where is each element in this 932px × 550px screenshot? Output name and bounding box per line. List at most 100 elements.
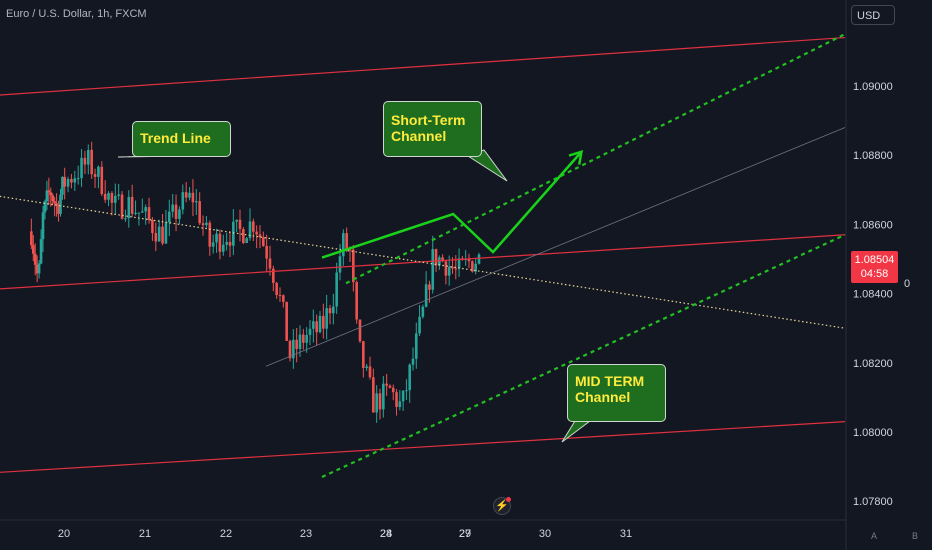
last-price: 1.08504 — [854, 254, 895, 266]
trend-line-callout: Trend Line — [132, 121, 231, 157]
candle-body — [147, 207, 151, 220]
auto-scale-button[interactable]: A — [871, 531, 878, 541]
candle-body — [70, 179, 73, 183]
candle-body — [248, 221, 252, 239]
price-tick-label: 1.08800 — [853, 150, 893, 162]
projection-arrowhead-icon — [568, 149, 584, 165]
candle-body — [59, 194, 62, 214]
bar-countdown: 04:58 — [860, 268, 889, 280]
price-tick-label: 1.08200 — [853, 358, 893, 370]
candle-body — [424, 284, 428, 307]
candle-body — [441, 257, 444, 262]
candle-body — [447, 266, 451, 276]
candle-body — [114, 195, 117, 203]
candle-body — [275, 282, 278, 296]
candle-body — [151, 219, 154, 234]
candle-body — [398, 401, 402, 407]
candle-body — [298, 334, 302, 349]
candle-body — [80, 157, 83, 179]
currency-button[interactable]: USD — [851, 5, 895, 25]
candle-body — [174, 204, 178, 219]
candle-body — [362, 341, 365, 368]
candle-body — [61, 176, 64, 195]
time-tick-label: 20 — [58, 528, 70, 540]
candle-body — [272, 268, 275, 283]
candle-body — [184, 192, 188, 198]
candle-body — [211, 242, 215, 247]
candle-body — [55, 203, 58, 205]
candle-body — [73, 178, 77, 183]
candle-body — [348, 249, 352, 251]
candle-body — [285, 301, 288, 341]
time-tick-label: 24 — [380, 528, 392, 540]
price-tick-label: 1.08400 — [853, 289, 893, 301]
line-short-term-lower — [265, 127, 846, 367]
candle-body — [31, 245, 35, 254]
candle-body — [368, 366, 372, 378]
candle-body — [87, 149, 90, 165]
candle-body — [428, 284, 431, 290]
time-tick-label: 28 — [380, 528, 392, 540]
last-price-tag: 1.08504 04:58 — [851, 251, 898, 283]
candle-body — [268, 258, 272, 269]
candle-body — [51, 195, 55, 202]
candle-body — [157, 226, 161, 242]
line-upper-red — [0, 36, 846, 96]
line-lower-red — [0, 421, 846, 473]
time-tick-label: 22 — [220, 528, 232, 540]
candle-body — [107, 193, 110, 200]
candle-body — [332, 306, 335, 314]
time-tick-label: 29 — [459, 528, 471, 540]
candle-body — [282, 295, 285, 302]
candle-body — [235, 219, 238, 222]
candle-body — [451, 266, 454, 269]
candle-body — [57, 204, 60, 214]
candle-body — [308, 328, 312, 335]
symbol-title: Euro / U.S. Dollar, 1h, FXCM — [6, 8, 147, 20]
candle-body — [164, 222, 168, 244]
candle-body — [405, 390, 408, 392]
candle-body — [295, 339, 298, 349]
lightning-icon[interactable]: ⚡ — [493, 497, 511, 515]
candle-body — [168, 211, 171, 223]
candle-body — [205, 222, 208, 226]
mid-term-callout-tail — [561, 420, 592, 443]
candle-body — [421, 306, 425, 317]
candle-body — [201, 223, 205, 226]
candle-body — [144, 207, 147, 212]
candle-body — [454, 268, 458, 270]
short-term-callout: Short-Term Channel — [383, 101, 482, 157]
candle-body — [120, 194, 124, 219]
candle-body — [215, 233, 218, 243]
candle-body — [312, 321, 315, 329]
candle-body — [315, 321, 318, 333]
line-middle-red — [0, 234, 846, 290]
candle-body — [302, 334, 305, 343]
candle-body — [171, 204, 174, 212]
price-tick-label: 1.07800 — [853, 496, 893, 508]
mid-term-callout: MID TERM Channel — [567, 364, 666, 422]
short-term-label-2: Channel — [391, 128, 447, 144]
candle-body — [252, 221, 255, 232]
candle-body — [305, 334, 308, 343]
time-tick-label: 21 — [139, 528, 151, 540]
candle-body — [225, 241, 228, 245]
scale-zero-label: 0 — [904, 278, 911, 290]
candle-body — [188, 192, 191, 198]
candle-body — [238, 219, 242, 229]
projection-path — [321, 150, 583, 259]
candle-body — [45, 190, 49, 202]
candle-body — [228, 241, 232, 246]
candle-body — [245, 238, 248, 243]
candle-body — [208, 222, 212, 247]
candle-body — [388, 385, 392, 388]
log-scale-button[interactable]: B — [912, 531, 919, 541]
candle-body — [232, 221, 235, 246]
candle-body — [408, 364, 411, 391]
line-mid-term-lower — [321, 233, 846, 478]
candle-body — [342, 233, 345, 257]
candle-body — [365, 366, 368, 368]
time-tick-label: 30 — [539, 528, 551, 540]
candle-body — [328, 308, 332, 314]
